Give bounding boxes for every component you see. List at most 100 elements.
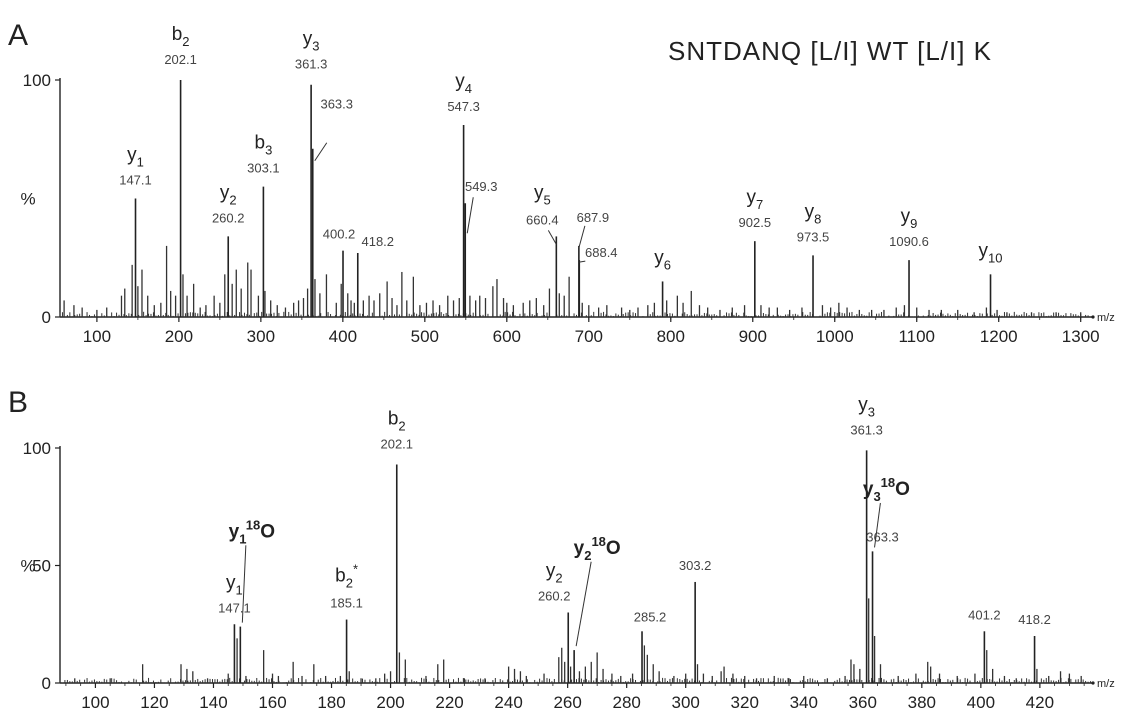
x-tick-label: 400 <box>967 693 995 712</box>
panel-b-spectrum: % 0 50 100 100 120 140 160 180 200 220 240 260 280 300… <box>20 394 1114 712</box>
x-tick-label: 280 <box>612 693 640 712</box>
peak-mz-label: 687.9 <box>577 210 610 225</box>
peak-mz-label: 147.1 <box>218 600 251 615</box>
ion-label-18o: y218O <box>574 534 621 563</box>
ion-label: y10 <box>979 240 1003 265</box>
y-axis-label: % <box>20 190 35 209</box>
ion-label: y5 <box>534 182 551 207</box>
peak-mz-label: 401.2 <box>968 607 1001 622</box>
ion-label: y1 <box>127 145 144 170</box>
ion-label-18o: y318O <box>863 475 910 504</box>
peak-mz-label: 361.3 <box>850 422 883 437</box>
leader-line <box>578 225 586 249</box>
ion-label: y9 <box>901 206 918 231</box>
x-tick-label: 100 <box>83 327 111 346</box>
peak-mz-label: 260.2 <box>538 589 571 604</box>
panel-b-letter: B <box>8 386 28 419</box>
ion-label: y8 <box>805 201 822 226</box>
peak-mz-label: 260.2 <box>212 210 245 225</box>
x-tick-label: 800 <box>657 327 685 346</box>
x-tick-label: 400 <box>329 327 357 346</box>
peak-mz-label: 1090.6 <box>889 234 929 249</box>
ion-label: y2 <box>546 561 563 586</box>
x-tick-label: 260 <box>553 693 581 712</box>
peak-mz-label: 418.2 <box>361 234 394 249</box>
leader-line <box>466 197 474 234</box>
peak-mz-label: 549.3 <box>465 179 498 194</box>
x-tick-label: 900 <box>739 327 767 346</box>
x-tick-label: 1100 <box>898 327 935 346</box>
y-tick-label: 50 <box>32 557 51 576</box>
y-tick-label: 100 <box>23 439 51 458</box>
leader-line <box>575 561 592 647</box>
ion-label: b2 <box>388 408 406 433</box>
x-tick-label: 100 <box>81 693 109 712</box>
peak-mz-label: 973.5 <box>797 229 830 244</box>
peak-mz-label: 363.3 <box>320 97 353 112</box>
peak-mz-label: 361.3 <box>295 57 328 72</box>
x-tick-label: 420 <box>1026 693 1054 712</box>
x-tick-label: 180 <box>317 693 345 712</box>
y-tick-label: 0 <box>42 308 51 327</box>
peak-mz-label: 363.3 <box>866 529 899 544</box>
peak-mz-label: 660.4 <box>526 212 559 227</box>
x-axis-label: m/z <box>1097 678 1115 690</box>
x-tick-label: 380 <box>908 693 936 712</box>
peak-mz-label: 202.1 <box>164 52 197 67</box>
ion-label: y3 <box>858 394 875 419</box>
peak-mz-label: 185.1 <box>330 596 363 611</box>
x-tick-label: 300 <box>247 327 275 346</box>
x-tick-label: 320 <box>731 693 759 712</box>
x-tick-label: 120 <box>140 693 168 712</box>
peak-mz-label: 400.2 <box>323 227 356 242</box>
peak-mz-label: 418.2 <box>1018 612 1051 627</box>
x-axis-label: m/z <box>1097 312 1115 324</box>
ion-label: y2 <box>220 182 237 207</box>
x-tick-label: 600 <box>493 327 521 346</box>
x-tick-label: 200 <box>376 693 404 712</box>
x-tick-label: 500 <box>411 327 439 346</box>
ion-label: b3 <box>254 133 272 158</box>
peak-mz-label: 303.2 <box>679 558 712 573</box>
peptide-sequence: SNTDANQ [L/I] WT [L/I] K <box>668 36 992 66</box>
leader-line <box>579 260 586 263</box>
ion-label: y4 <box>455 71 472 96</box>
y-axis-label: % <box>20 557 35 576</box>
peak-mz-label: 285.2 <box>634 609 667 624</box>
panel-a-spectrum: % 0 100 100 200 300 400 500 600 700 800 900 1000 1100… <box>20 24 1114 346</box>
x-tick-label: 200 <box>165 327 193 346</box>
peak-mz-label: 688.4 <box>585 245 618 260</box>
x-tick-label: 160 <box>258 693 286 712</box>
x-tick-label: 300 <box>672 693 700 712</box>
x-tick-label: 240 <box>494 693 522 712</box>
peak-mz-label: 303.1 <box>247 161 280 176</box>
ion-label: b2* <box>335 562 358 591</box>
peak-mz-label: 547.3 <box>447 99 480 114</box>
ion-label: y1 <box>226 572 243 597</box>
ion-label: y6 <box>654 247 671 272</box>
x-tick-label: 1300 <box>1062 327 1100 346</box>
x-tick-label: 1200 <box>980 327 1018 346</box>
x-tick-label: 360 <box>849 693 877 712</box>
ion-label: y7 <box>746 187 763 212</box>
panel-a-letter: A <box>8 19 28 52</box>
ion-label: b2 <box>172 24 190 49</box>
ion-label-18o: y118O <box>229 517 275 546</box>
leader-line <box>314 142 328 162</box>
x-tick-label: 1000 <box>816 327 854 346</box>
x-tick-label: 220 <box>435 693 463 712</box>
leader-line <box>874 502 881 548</box>
leader-line <box>241 545 247 623</box>
axis-end-dot <box>1091 315 1095 319</box>
x-tick-label: 140 <box>199 693 227 712</box>
leader-line <box>547 230 557 245</box>
ion-label: y3 <box>303 29 320 54</box>
y-tick-label: 0 <box>42 674 51 693</box>
peak-mz-label: 902.5 <box>739 215 772 230</box>
x-tick-label: 340 <box>790 693 818 712</box>
peak-mz-label: 147.1 <box>119 173 152 188</box>
peak-mz-label: 202.1 <box>380 436 413 451</box>
x-tick-label: 700 <box>575 327 603 346</box>
